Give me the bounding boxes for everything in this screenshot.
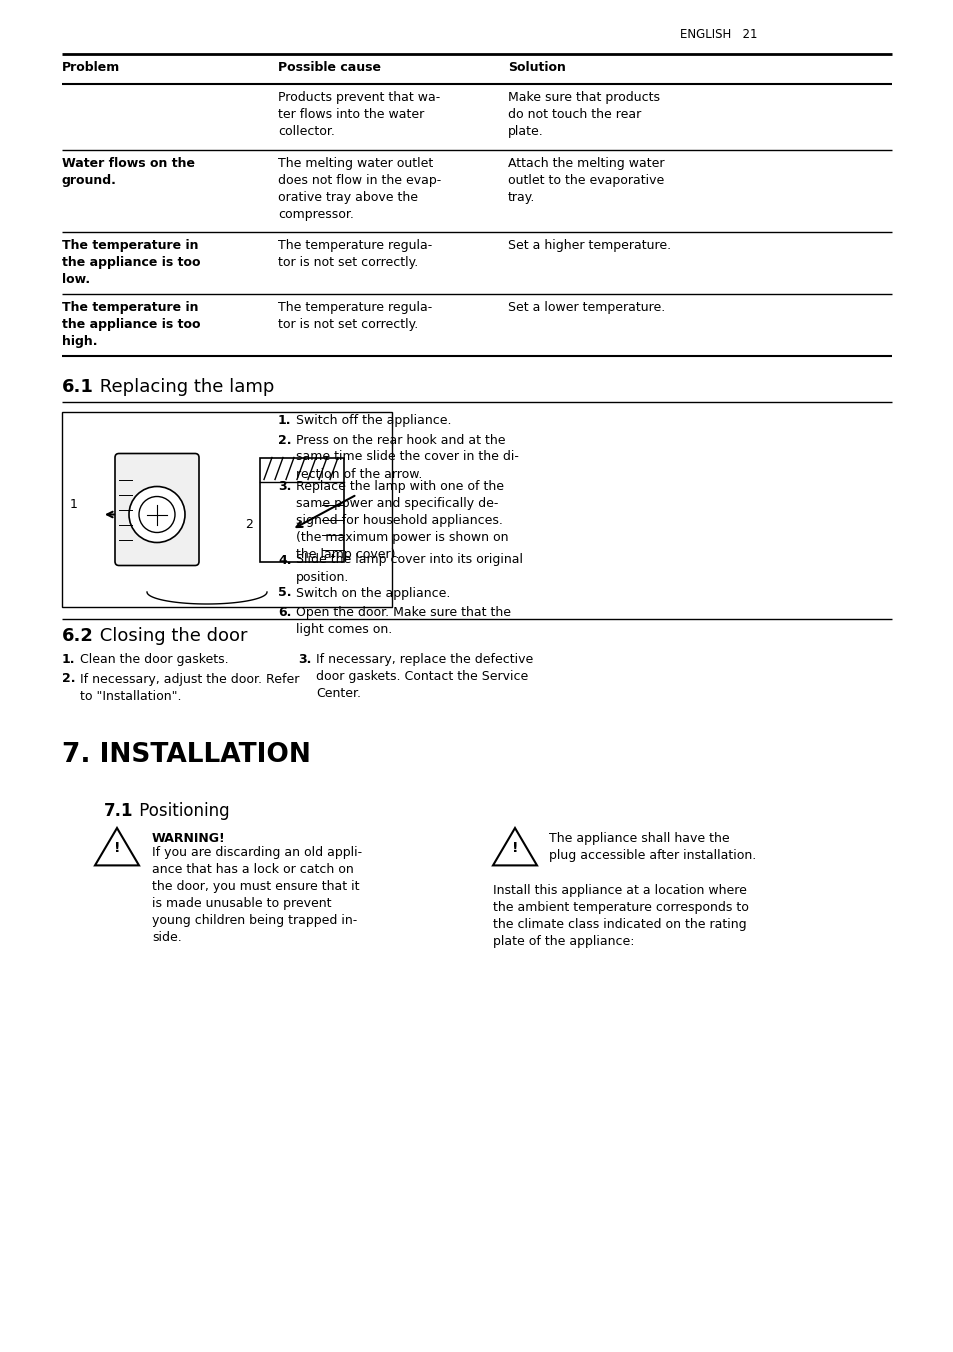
Text: 3.: 3.: [297, 653, 311, 667]
Text: 3.: 3.: [277, 480, 291, 493]
Text: Open the door. Make sure that the
light comes on.: Open the door. Make sure that the light …: [295, 606, 511, 635]
Text: If necessary, adjust the door. Refer
to "Installation".: If necessary, adjust the door. Refer to …: [80, 672, 299, 703]
Text: If you are discarding an old appli-
ance that has a lock or catch on
the door, y: If you are discarding an old appli- ance…: [152, 846, 362, 944]
Text: Products prevent that wa-
ter flows into the water
collector.: Products prevent that wa- ter flows into…: [277, 91, 439, 138]
Text: Set a higher temperature.: Set a higher temperature.: [507, 239, 670, 251]
Text: The temperature regula-
tor is not set correctly.: The temperature regula- tor is not set c…: [277, 301, 432, 331]
Text: The temperature in
the appliance is too
high.: The temperature in the appliance is too …: [62, 301, 200, 347]
Text: Install this appliance at a location where
the ambient temperature corresponds t: Install this appliance at a location whe…: [493, 884, 748, 948]
Text: Press on the rear hook and at the
same time slide the cover in the di-
rection o: Press on the rear hook and at the same t…: [295, 434, 518, 480]
Text: Solution: Solution: [507, 61, 565, 74]
Polygon shape: [493, 827, 537, 865]
Text: 2.: 2.: [62, 672, 75, 685]
Text: The temperature regula-
tor is not set correctly.: The temperature regula- tor is not set c…: [277, 239, 432, 269]
Text: 7. INSTALLATION: 7. INSTALLATION: [62, 742, 311, 768]
Text: 6.2: 6.2: [62, 627, 93, 645]
Text: 2: 2: [245, 518, 253, 531]
Text: The temperature in
the appliance is too
low.: The temperature in the appliance is too …: [62, 239, 200, 287]
Text: ENGLISH   21: ENGLISH 21: [679, 28, 757, 41]
Text: WARNING!: WARNING!: [152, 831, 226, 845]
Text: The appliance shall have the
plug accessible after installation.: The appliance shall have the plug access…: [548, 831, 756, 863]
Circle shape: [139, 496, 174, 533]
Text: Clean the door gaskets.: Clean the door gaskets.: [80, 653, 229, 667]
Polygon shape: [95, 827, 139, 865]
Circle shape: [129, 487, 185, 542]
Text: Switch on the appliance.: Switch on the appliance.: [295, 587, 450, 599]
Bar: [260, 457, 344, 561]
Text: Replacing the lamp: Replacing the lamp: [94, 379, 274, 396]
Text: 6.1: 6.1: [62, 379, 93, 396]
Text: Set a lower temperature.: Set a lower temperature.: [507, 301, 664, 314]
Text: 6.: 6.: [277, 606, 291, 619]
Text: !: !: [511, 841, 517, 854]
Text: Possible cause: Possible cause: [277, 61, 380, 74]
Text: Slide the lamp cover into its original
position.: Slide the lamp cover into its original p…: [295, 553, 522, 584]
Text: Attach the melting water
outlet to the evaporative
tray.: Attach the melting water outlet to the e…: [507, 157, 664, 204]
Text: 1.: 1.: [62, 653, 75, 667]
Text: The melting water outlet
does not flow in the evap-
orative tray above the
compr: The melting water outlet does not flow i…: [277, 157, 441, 220]
Text: Positioning: Positioning: [133, 802, 230, 821]
Text: 5.: 5.: [277, 587, 292, 599]
Bar: [62, 412, 392, 607]
Text: 1.: 1.: [277, 414, 292, 427]
Text: If necessary, replace the defective
door gaskets. Contact the Service
Center.: If necessary, replace the defective door…: [315, 653, 533, 700]
Text: !: !: [113, 841, 120, 854]
Text: Switch off the appliance.: Switch off the appliance.: [295, 414, 451, 427]
Text: Problem: Problem: [62, 61, 120, 74]
Text: 2.: 2.: [277, 434, 292, 446]
Text: 1: 1: [70, 498, 78, 511]
Text: Make sure that products
do not touch the rear
plate.: Make sure that products do not touch the…: [507, 91, 659, 138]
FancyBboxPatch shape: [115, 453, 199, 565]
Text: 7.1: 7.1: [104, 802, 133, 821]
Text: Water flows on the
ground.: Water flows on the ground.: [62, 157, 194, 187]
Text: Replace the lamp with one of the
same power and specifically de-
signed for hous: Replace the lamp with one of the same po…: [295, 480, 508, 561]
Text: Closing the door: Closing the door: [94, 627, 247, 645]
Text: 4.: 4.: [277, 553, 292, 566]
